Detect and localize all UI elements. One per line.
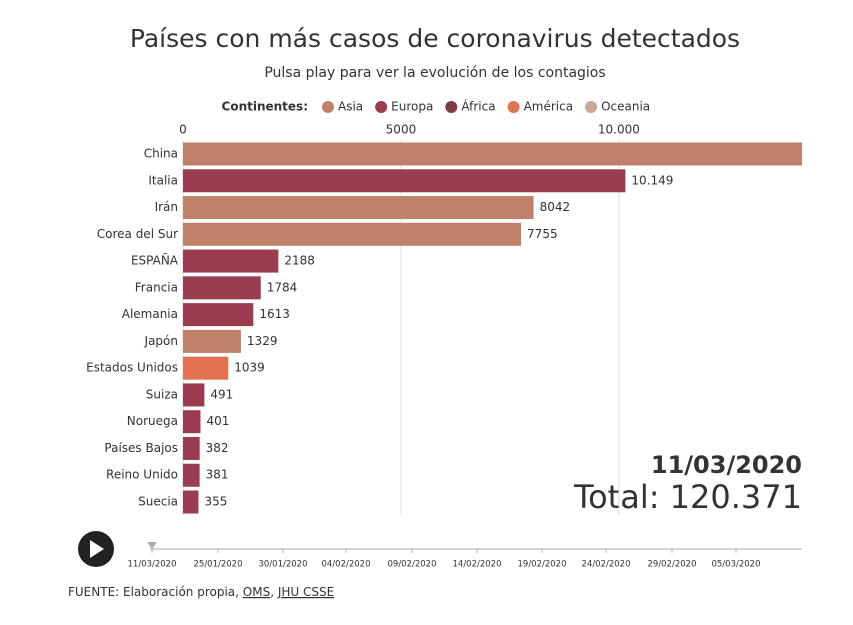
legend-swatch (445, 101, 458, 113)
legend-label: Asia (338, 100, 363, 114)
value-label: 8042 (540, 200, 571, 214)
bar (183, 436, 200, 460)
y-tick-label: Francia (135, 280, 178, 294)
timeline-label: 11/03/2020 (128, 560, 177, 570)
legend-label: Europa (391, 100, 433, 114)
bar (183, 303, 254, 327)
bar (183, 169, 626, 193)
source: FUENTE: Elaboración propia, OMS, JHU CSS… (68, 585, 334, 599)
y-tick-label: Japón (144, 334, 178, 348)
value-label: 381 (206, 468, 229, 482)
legend-label: África (461, 99, 495, 114)
value-label: 491 (210, 387, 233, 401)
y-tick-label: China (144, 147, 178, 161)
value-label: 1784 (267, 280, 298, 294)
timeline-label: 29/02/2020 (648, 560, 697, 570)
y-tick-label: Suecia (138, 495, 178, 509)
y-tick-label: Noruega (127, 414, 178, 428)
legend-swatch (585, 101, 598, 113)
legend-label: América (524, 100, 574, 114)
y-tick-label: Alemania (122, 307, 178, 321)
bar (183, 329, 241, 353)
y-tick-label: Suiza (146, 387, 178, 401)
value-label: 1613 (259, 307, 290, 321)
bar (183, 356, 229, 380)
value-label: 355 (204, 495, 227, 509)
source-text: , (270, 585, 278, 599)
bar (183, 383, 205, 407)
total-label: Total: 120.371 (573, 478, 802, 516)
source-link[interactable]: OMS (243, 585, 270, 599)
y-tick-label: Reino Unido (106, 468, 178, 482)
value-label: 1039 (234, 361, 265, 375)
value-label: 2188 (284, 254, 315, 268)
y-tick-label: Estados Unidos (86, 361, 178, 375)
x-tick-label: 5000 (386, 123, 417, 137)
y-tick-label: Países Bajos (104, 441, 178, 455)
timeline-label: 30/01/2020 (259, 560, 308, 570)
bars (183, 142, 802, 514)
bar (183, 142, 802, 166)
y-tick-label: Italia (148, 173, 178, 187)
y-tick-label: Corea del Sur (97, 227, 178, 241)
bar (183, 196, 534, 220)
value-label: 401 (206, 414, 229, 428)
chart-subtitle: Pulsa play para ver la evolución de los … (264, 65, 605, 81)
value-label: 7755 (527, 227, 558, 241)
bar (183, 463, 200, 487)
y-tick-label: Irán (155, 200, 178, 214)
legend-swatch (322, 101, 334, 113)
bar (183, 410, 201, 434)
legend-swatch (375, 101, 388, 113)
timeline-label: 24/02/2020 (582, 560, 631, 570)
date-label: 11/03/2020 (651, 451, 802, 479)
timeline-label: 04/02/2020 (322, 560, 371, 570)
x-tick-label: 10.000 (598, 123, 640, 137)
x-tick-label: 0 (179, 123, 187, 137)
timeline-label: 05/03/2020 (712, 560, 761, 570)
timeline-handle[interactable] (147, 542, 157, 549)
play-icon (90, 540, 104, 558)
chart-title: Países con más casos de coronavirus dete… (130, 24, 740, 53)
bar (183, 222, 522, 246)
bar (183, 249, 279, 273)
legend-title: Continentes: (222, 100, 308, 114)
value-label: 1329 (247, 334, 278, 348)
timeline-label: 09/02/2020 (388, 560, 437, 570)
value-label: 10.149 (631, 173, 673, 187)
timeline-label: 19/02/2020 (518, 560, 567, 570)
legend-swatch (507, 101, 520, 113)
source-text: FUENTE: Elaboración propia, (68, 585, 243, 599)
bar (183, 490, 199, 514)
bar (183, 276, 261, 300)
y-tick-label: ESPAÑA (131, 253, 179, 268)
timeline-label: 14/02/2020 (453, 560, 502, 570)
legend-label: Oceania (601, 100, 650, 114)
value-label: 382 (206, 441, 229, 455)
source-link[interactable]: JHU CSSE (277, 585, 334, 599)
timeline-label: 25/01/2020 (194, 560, 243, 570)
